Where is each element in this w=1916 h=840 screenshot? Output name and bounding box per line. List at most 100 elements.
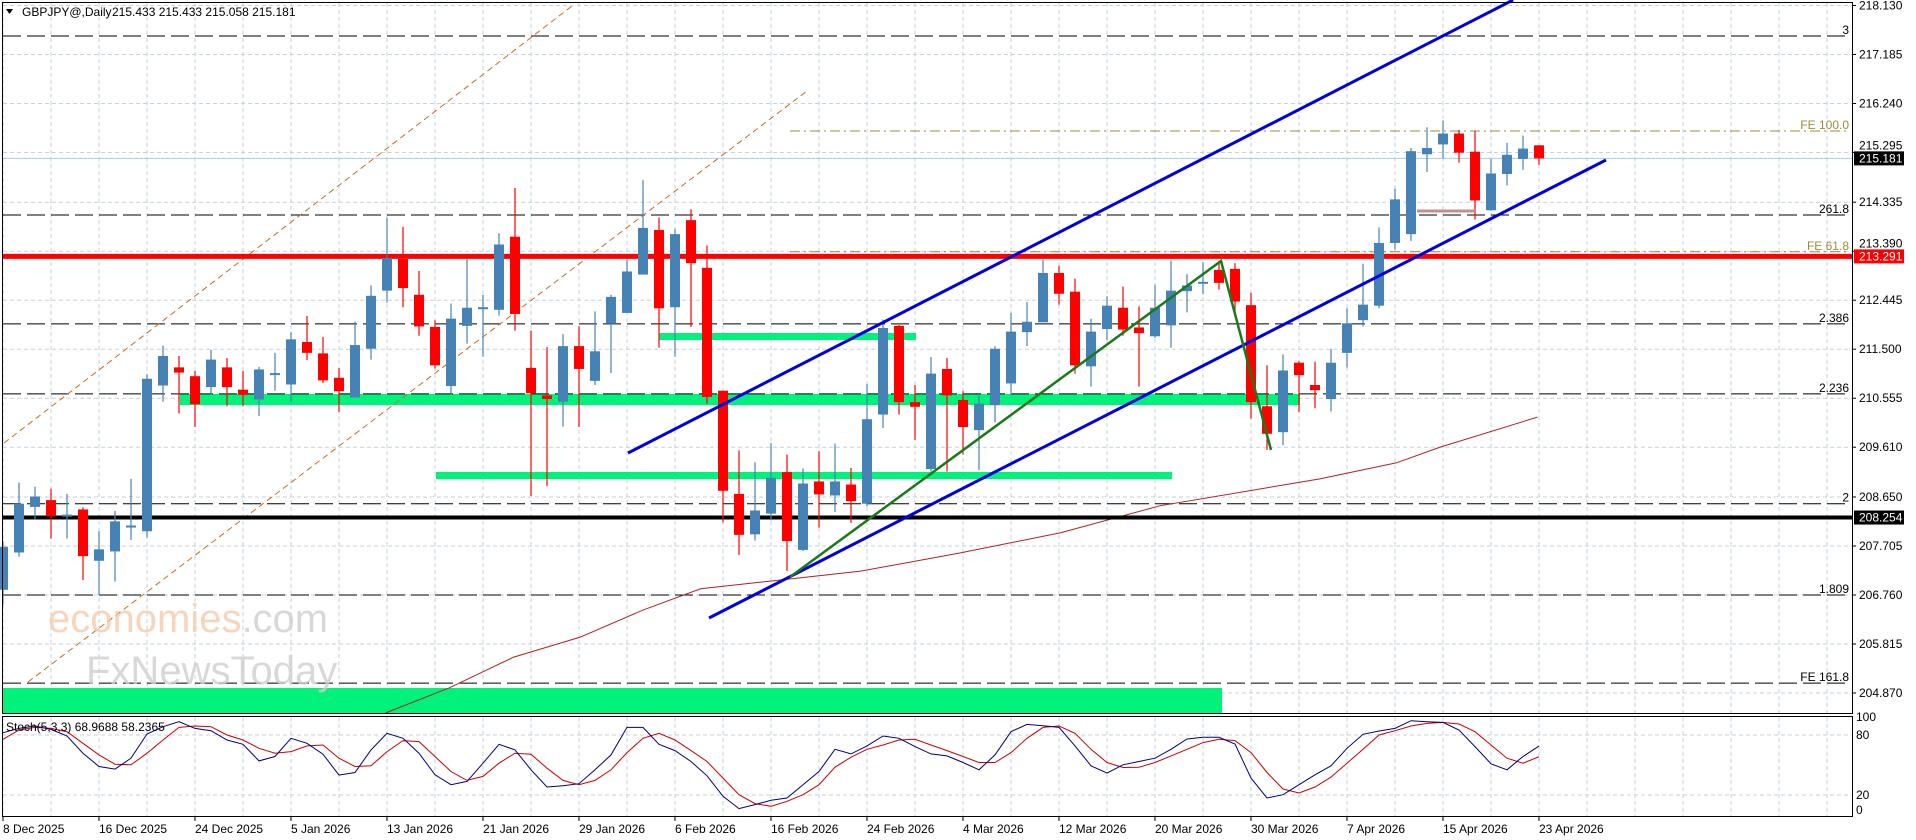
- candle: [1150, 284, 1160, 338]
- candle-body: [862, 419, 872, 504]
- candle: [1022, 302, 1032, 347]
- time-tick-label: 30 Mar 2026: [1251, 822, 1319, 836]
- candle: [1438, 120, 1448, 159]
- time-axis[interactable]: 8 Dec 2025 16 Dec 2025 24 Dec 2025 5 Jan 20…: [2, 816, 1604, 836]
- candles: [0, 120, 1544, 605]
- candle-body: [78, 509, 88, 557]
- time-tick-label: 20 Mar 2026: [1155, 822, 1223, 836]
- level-label: FE 100.0: [1800, 118, 1849, 132]
- candle-body: [1422, 148, 1432, 155]
- candle: [1278, 354, 1288, 446]
- candle-body: [1182, 285, 1192, 292]
- candle: [46, 488, 56, 539]
- channel-upper-line[interactable]: [627, 0, 1514, 455]
- candle: [1486, 158, 1496, 211]
- candle-body: [638, 227, 648, 275]
- candle-body: [1134, 327, 1144, 334]
- candle-body: [702, 267, 712, 397]
- candle-body: [126, 525, 136, 528]
- candle: [1182, 274, 1192, 313]
- fib-levels: 3 261.8 2.386 2.236 2 1.809 FE 161.8 FE 100.0 FE…: [3, 23, 1850, 684]
- candle-body: [286, 339, 296, 385]
- candle-body: [382, 257, 392, 291]
- candle: [318, 336, 328, 383]
- watermark-sub: FxNewsToday: [86, 649, 337, 693]
- candle-body: [510, 236, 520, 314]
- candle: [1246, 292, 1256, 419]
- price-tick-label: 211.500: [1859, 342, 1902, 356]
- candle-body: [814, 481, 824, 495]
- candle: [942, 358, 952, 472]
- candle-body: [654, 229, 664, 309]
- channel-lower-line[interactable]: [708, 158, 1607, 620]
- candle-body: [990, 348, 1000, 406]
- candle: [302, 316, 312, 361]
- candle-body: [1054, 273, 1064, 294]
- candle: [718, 390, 728, 523]
- fib-expansion-zigzag[interactable]: [789, 258, 1273, 579]
- time-tick-label: 15 Apr 2026: [1443, 822, 1508, 836]
- candle-body: [1198, 281, 1208, 284]
- triangle-down-icon[interactable]: [6, 9, 13, 14]
- candle-body: [558, 346, 568, 402]
- candle-body: [958, 400, 968, 428]
- candle-body: [718, 390, 728, 491]
- candle: [238, 371, 248, 407]
- candle-body: [926, 373, 936, 470]
- level-label: 2.236: [1819, 381, 1849, 395]
- watermark-suffix: .com: [241, 597, 328, 641]
- price-axis[interactable]: 218.130 217.185 216.240 215.295 214.335 213.3…: [1852, 0, 1904, 817]
- candle: [254, 366, 264, 417]
- stochastic-panel: [2, 720, 1540, 810]
- time-tick-label: 8 Dec 2025: [3, 822, 65, 836]
- candle: [158, 345, 168, 402]
- time-tick-label: 6 Feb 2026: [675, 822, 736, 836]
- candle: [206, 349, 216, 395]
- candle-body: [542, 395, 552, 400]
- candle-body: [734, 493, 744, 535]
- stoch-tick-label: 80: [1856, 728, 1870, 742]
- candle: [1534, 145, 1544, 165]
- candle: [782, 454, 792, 572]
- candle: [222, 358, 232, 407]
- candle-body: [62, 514, 72, 517]
- candle: [334, 367, 344, 412]
- candle-body: [830, 481, 840, 496]
- price-tick-label: 204.870: [1859, 686, 1903, 700]
- candle-body: [94, 549, 104, 561]
- candle: [1390, 188, 1400, 250]
- candle: [910, 385, 920, 440]
- candle: [926, 357, 936, 472]
- candle: [1326, 348, 1336, 412]
- candle-body: [1070, 291, 1080, 366]
- candle: [734, 450, 744, 556]
- candle: [814, 451, 824, 528]
- candle: [958, 391, 968, 455]
- time-tick-label: 5 Jan 2026: [291, 822, 351, 836]
- time-tick-label: 13 Jan 2026: [387, 822, 453, 836]
- candle-body: [1038, 273, 1048, 323]
- demand-zone-bottom: [3, 688, 1222, 713]
- price-tick-label: 213.390: [1859, 236, 1903, 250]
- candle-body: [1310, 385, 1320, 391]
- candle: [1406, 148, 1416, 241]
- candle-body: [190, 376, 200, 405]
- dashed-channel-lower[interactable]: [27, 90, 808, 683]
- candle-body: [750, 510, 760, 535]
- watermark-brand: economies: [48, 597, 241, 641]
- candle-body: [366, 295, 376, 349]
- candle-body: [0, 546, 8, 590]
- candle-body: [494, 244, 504, 310]
- time-tick-label: 24 Dec 2025: [195, 822, 263, 836]
- candle: [846, 467, 856, 523]
- price-tick-label: 217.185: [1859, 47, 1903, 61]
- candle-body: [766, 477, 776, 514]
- time-tick-label: 29 Jan 2026: [579, 822, 645, 836]
- candle-body: [398, 259, 408, 289]
- candle-body: [910, 402, 920, 407]
- candle: [110, 511, 120, 582]
- time-tick-label: 7 Apr 2026: [1347, 822, 1405, 836]
- candle-body: [1102, 305, 1112, 330]
- candle-body: [110, 521, 120, 552]
